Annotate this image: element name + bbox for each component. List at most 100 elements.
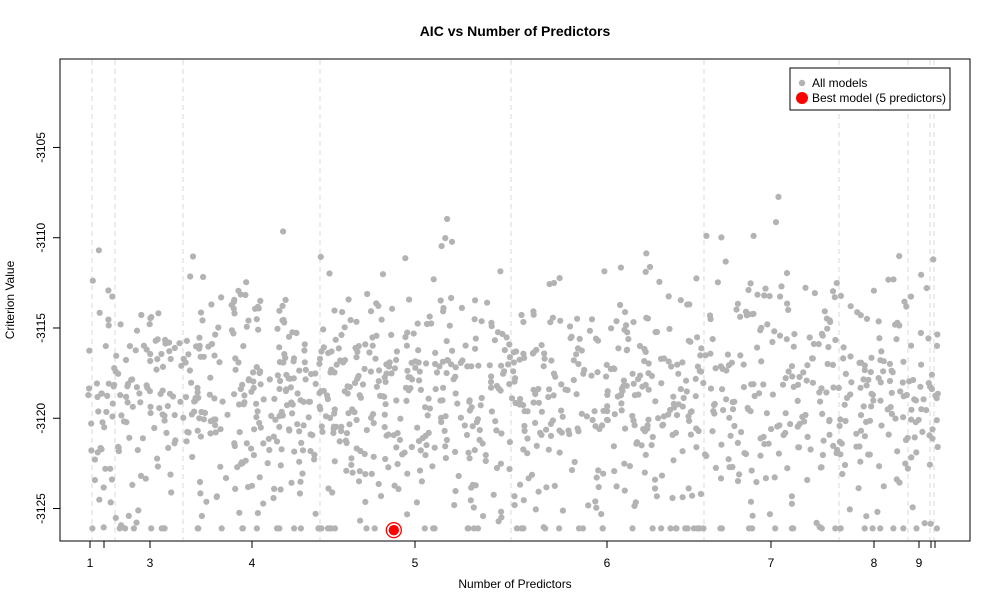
data-point bbox=[599, 525, 606, 532]
data-point bbox=[558, 381, 565, 388]
data-point bbox=[308, 371, 315, 378]
data-point bbox=[403, 397, 410, 404]
data-point bbox=[461, 422, 468, 429]
data-point bbox=[194, 389, 201, 396]
data-point bbox=[665, 293, 672, 300]
data-point bbox=[194, 525, 201, 532]
data-point bbox=[748, 381, 755, 388]
data-point bbox=[868, 403, 875, 410]
legend-label-best-model: Best model (5 predictors) bbox=[812, 91, 946, 105]
data-point bbox=[433, 369, 441, 376]
data-point bbox=[809, 355, 816, 362]
data-point bbox=[687, 409, 694, 416]
data-point bbox=[866, 451, 873, 458]
data-point bbox=[621, 326, 628, 333]
scatter-points bbox=[85, 193, 941, 532]
data-point bbox=[811, 290, 819, 297]
data-point bbox=[794, 397, 801, 404]
data-point bbox=[122, 356, 130, 364]
data-point bbox=[506, 439, 513, 446]
data-point bbox=[675, 401, 682, 408]
data-point bbox=[208, 340, 216, 348]
data-point bbox=[273, 525, 281, 532]
data-point bbox=[232, 366, 239, 373]
data-point bbox=[624, 346, 631, 353]
data-point bbox=[260, 396, 267, 403]
data-point bbox=[231, 310, 238, 317]
data-point bbox=[521, 427, 528, 435]
data-point bbox=[468, 404, 475, 411]
data-point bbox=[769, 338, 776, 346]
data-point bbox=[660, 413, 668, 420]
data-point bbox=[607, 366, 615, 373]
data-point bbox=[535, 488, 542, 495]
data-point bbox=[929, 435, 936, 442]
data-point bbox=[933, 417, 940, 424]
data-point bbox=[338, 331, 345, 338]
data-point bbox=[197, 433, 204, 440]
data-point bbox=[385, 431, 392, 438]
data-point bbox=[189, 253, 197, 260]
data-point bbox=[912, 397, 920, 404]
data-point bbox=[518, 525, 525, 532]
data-point bbox=[780, 432, 787, 439]
data-point bbox=[505, 361, 512, 368]
data-point bbox=[324, 392, 331, 399]
data-point bbox=[357, 447, 364, 455]
data-point bbox=[166, 348, 173, 355]
data-point bbox=[199, 317, 206, 324]
data-point bbox=[888, 389, 895, 396]
data-point bbox=[686, 417, 693, 424]
data-point bbox=[837, 525, 844, 532]
data-point bbox=[491, 337, 498, 344]
data-point bbox=[167, 355, 174, 363]
data-point bbox=[276, 307, 283, 314]
data-point bbox=[467, 497, 474, 504]
data-point bbox=[393, 348, 400, 355]
data-point bbox=[154, 455, 161, 462]
data-point bbox=[471, 316, 478, 323]
data-point bbox=[182, 394, 190, 401]
data-point bbox=[693, 275, 700, 282]
data-point bbox=[123, 393, 130, 400]
data-point bbox=[381, 374, 388, 381]
data-point bbox=[191, 408, 198, 415]
data-point bbox=[271, 395, 278, 402]
data-point bbox=[787, 421, 794, 428]
data-point bbox=[888, 367, 895, 374]
data-point bbox=[337, 357, 344, 364]
data-point bbox=[693, 425, 700, 432]
data-point bbox=[126, 434, 133, 441]
data-point bbox=[651, 485, 659, 492]
data-point bbox=[791, 331, 798, 338]
data-point bbox=[562, 386, 569, 393]
data-point bbox=[556, 449, 563, 456]
data-point bbox=[588, 372, 595, 379]
data-point bbox=[547, 319, 554, 326]
data-point bbox=[298, 439, 305, 446]
y-tick-label: -3125 bbox=[34, 493, 48, 524]
data-point bbox=[319, 428, 326, 435]
data-point bbox=[760, 381, 767, 388]
data-point bbox=[171, 412, 178, 419]
data-point bbox=[617, 264, 625, 271]
data-point bbox=[100, 524, 107, 531]
data-point bbox=[585, 502, 592, 509]
data-point bbox=[648, 372, 656, 380]
data-point bbox=[250, 369, 257, 376]
data-point bbox=[316, 355, 324, 362]
data-point bbox=[680, 394, 687, 402]
chart-title: AIC vs Number of Predictors bbox=[420, 23, 611, 39]
data-point bbox=[297, 478, 304, 485]
data-point bbox=[498, 514, 505, 521]
data-point bbox=[422, 452, 429, 459]
data-point bbox=[700, 525, 707, 532]
data-point bbox=[124, 383, 131, 390]
data-point bbox=[368, 470, 375, 477]
data-point bbox=[574, 315, 581, 322]
data-point bbox=[302, 376, 309, 383]
data-point bbox=[393, 444, 400, 451]
data-point bbox=[854, 309, 861, 316]
data-point bbox=[712, 464, 720, 471]
